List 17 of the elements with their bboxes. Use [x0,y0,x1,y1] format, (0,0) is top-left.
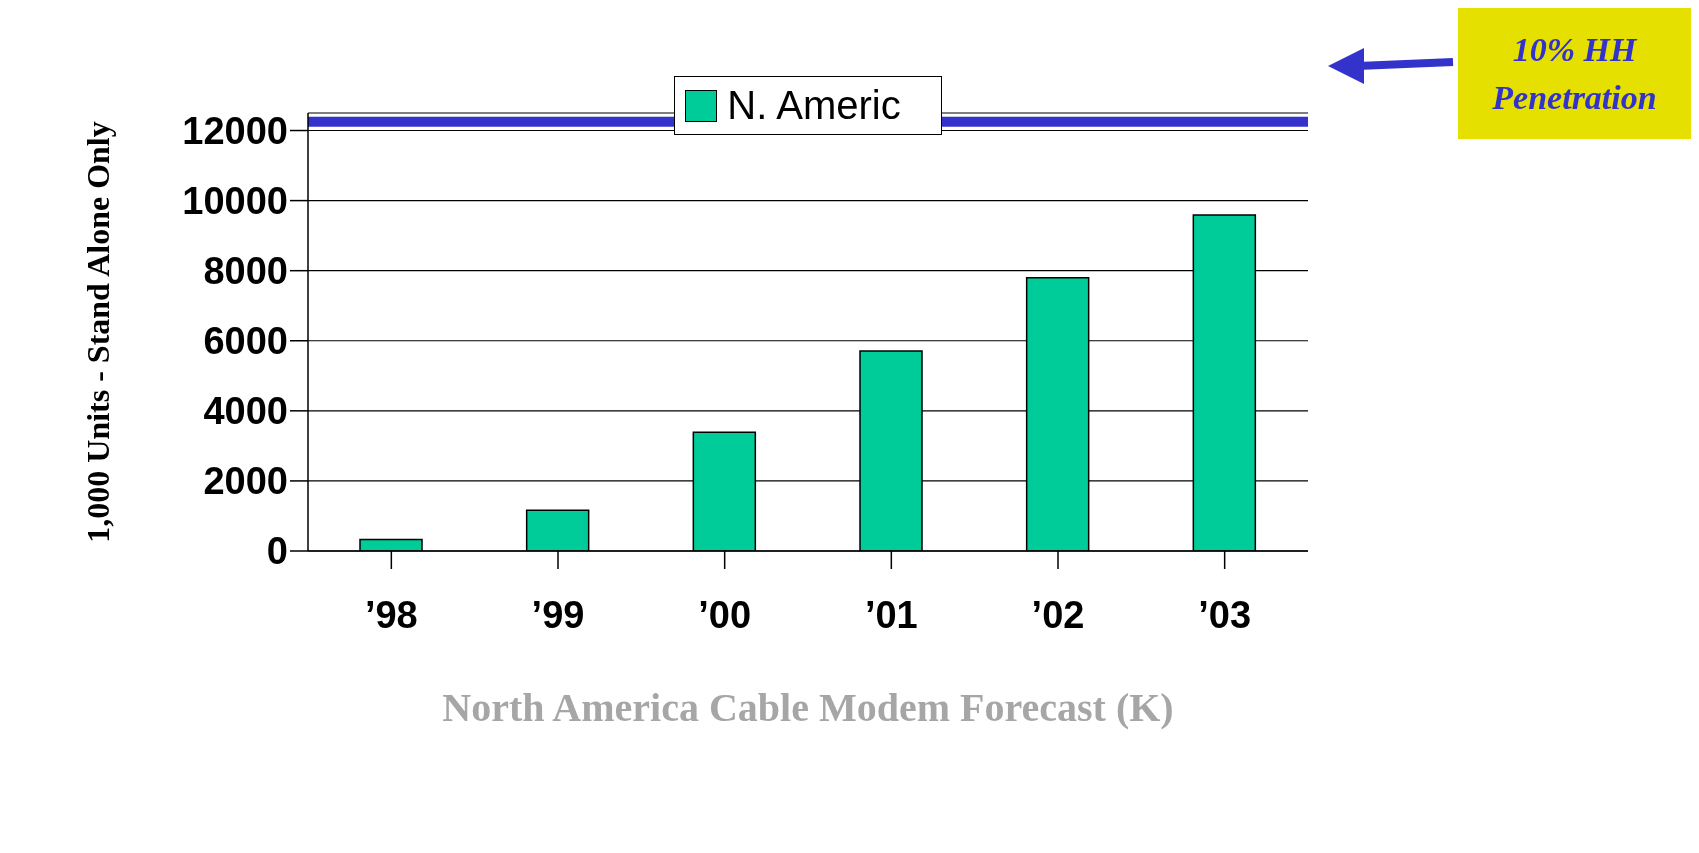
x-axis-title: North America Cable Modem Forecast (K) [442,685,1174,730]
legend-label: 10% HH Penetration [1458,8,1691,140]
y-tick-label: 6000 [203,320,288,363]
x-tick-label: ’02 [1031,593,1085,636]
x-tick-label: ’98 [364,593,418,636]
legend-label: N. Americ [727,83,901,129]
y-axis-title: 1,000 Units - Stand Alone Only [80,121,117,543]
y-tick-label: 4000 [203,390,288,433]
y-tick-label: 10000 [182,180,288,223]
y-tick-label: 0 [266,530,288,573]
x-tick-label: ’03 [1198,593,1252,636]
y-tick-label: 2000 [203,460,288,503]
x-tick-label: ’00 [698,593,752,636]
x-tick-label: ’01 [864,593,918,636]
y-tick-label: 8000 [203,250,288,293]
x-tick-label: ’99 [531,593,585,636]
y-tick-label: 12000 [182,110,288,153]
